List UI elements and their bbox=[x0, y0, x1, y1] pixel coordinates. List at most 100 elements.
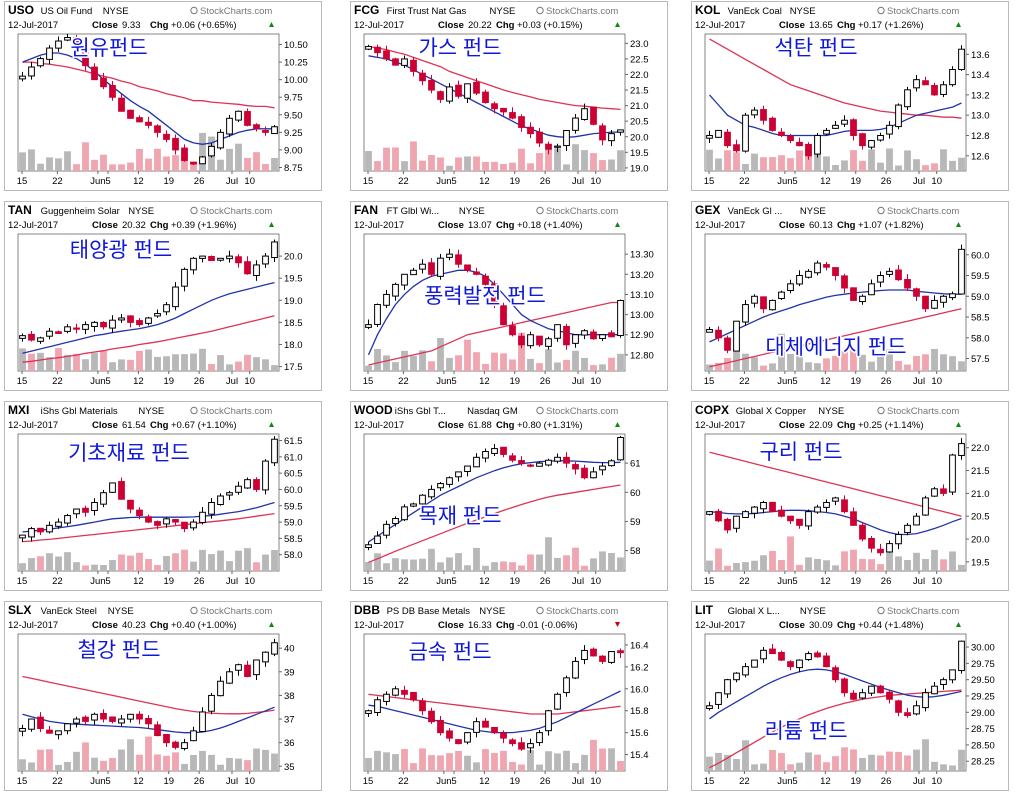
price-candles bbox=[365, 44, 624, 155]
candle bbox=[163, 734, 170, 747]
candle-body bbox=[127, 499, 134, 510]
candle bbox=[163, 130, 170, 143]
candle-body bbox=[163, 133, 170, 140]
volume-bar bbox=[136, 754, 143, 771]
x-tick-label: Jun bbox=[436, 776, 451, 787]
candle bbox=[715, 691, 722, 710]
candle-body bbox=[895, 533, 902, 545]
candle-body bbox=[482, 720, 489, 728]
candle bbox=[563, 675, 570, 697]
candle-body bbox=[217, 131, 224, 149]
chart-panel-lit: LIT Global X L... NYSE StockCharts.com 12-Ju… bbox=[691, 601, 1009, 791]
volume-bar bbox=[859, 160, 866, 171]
volume-bar bbox=[751, 560, 758, 571]
candle bbox=[859, 294, 866, 305]
candle-body bbox=[877, 685, 884, 694]
candle bbox=[895, 264, 902, 281]
candle bbox=[64, 33, 71, 42]
volume-bar bbox=[365, 151, 372, 171]
candle-body bbox=[410, 503, 417, 507]
ticker-symbol: USO bbox=[8, 3, 34, 17]
y-tick-label: 17.5 bbox=[284, 362, 303, 373]
volume-bar bbox=[73, 353, 80, 371]
close-label: Close bbox=[92, 420, 118, 431]
y-tick-label: 13.10 bbox=[630, 290, 654, 301]
volume-bar bbox=[208, 754, 215, 771]
candle-body bbox=[28, 66, 35, 77]
volume-bar bbox=[244, 548, 251, 571]
x-tick-label: 12 bbox=[820, 376, 831, 387]
volume-bar bbox=[733, 348, 740, 371]
candle-body bbox=[82, 324, 89, 330]
candle bbox=[410, 691, 417, 702]
volume-bar bbox=[464, 755, 471, 771]
watermark-icon bbox=[190, 406, 198, 415]
candle bbox=[814, 504, 821, 514]
candle-body bbox=[455, 84, 462, 97]
candle bbox=[419, 698, 426, 716]
candle-body bbox=[374, 46, 381, 54]
volume-bar bbox=[55, 764, 62, 771]
candle bbox=[91, 712, 98, 725]
volume-bar bbox=[271, 365, 278, 371]
candle bbox=[545, 709, 552, 736]
volume-bar bbox=[383, 147, 390, 171]
volume-bar bbox=[850, 150, 857, 171]
volume-bar bbox=[253, 562, 260, 571]
candle bbox=[491, 726, 498, 735]
candle-body bbox=[464, 264, 471, 271]
candle bbox=[572, 334, 579, 348]
volume-bar bbox=[244, 354, 251, 371]
chart-panel-gex: GEX VanEck Gl ... NYSE StockCharts.com 12-Ju… bbox=[691, 201, 1009, 391]
y-tick-label: 9.25 bbox=[284, 128, 303, 139]
watermark-icon bbox=[536, 406, 544, 415]
volume-bar bbox=[37, 749, 44, 771]
candle-body bbox=[787, 515, 794, 522]
close-value: 61.54 bbox=[122, 420, 146, 431]
volume-bar bbox=[832, 355, 839, 371]
candle bbox=[617, 129, 624, 136]
close-label: Close bbox=[438, 20, 464, 31]
y-tick-label: 13.6 bbox=[971, 50, 990, 61]
volume-bar bbox=[271, 753, 278, 771]
candle bbox=[733, 515, 740, 533]
candle bbox=[581, 329, 588, 340]
candle-body bbox=[769, 117, 776, 131]
candle bbox=[787, 133, 794, 144]
volume-bar bbox=[706, 756, 713, 771]
candle-body bbox=[617, 299, 624, 337]
x-tick-label: 19 bbox=[850, 176, 861, 187]
candle bbox=[91, 498, 98, 516]
candle bbox=[172, 740, 179, 750]
candle bbox=[958, 244, 965, 295]
volume-bar bbox=[109, 362, 116, 371]
candle-body bbox=[383, 523, 390, 536]
volume-bar bbox=[778, 753, 785, 771]
candle bbox=[886, 540, 893, 553]
candle bbox=[832, 665, 839, 683]
candle-body bbox=[410, 269, 417, 276]
candle bbox=[545, 141, 552, 155]
triangle-up-icon bbox=[956, 422, 961, 427]
volume-bar bbox=[437, 337, 444, 371]
volume-bar bbox=[931, 761, 938, 771]
volume-bar bbox=[518, 148, 525, 171]
candle-body bbox=[958, 248, 965, 295]
candle-body bbox=[940, 679, 947, 685]
candle-body bbox=[482, 450, 489, 459]
watermark: StockCharts.com bbox=[887, 206, 959, 217]
candle bbox=[742, 662, 749, 678]
candle bbox=[841, 115, 848, 128]
chart-panel-mxi: MXI iShs Gbl Materials NYSE StockCharts.com… bbox=[4, 401, 322, 591]
candle-body bbox=[253, 264, 260, 277]
x-tick-label: 26 bbox=[540, 176, 551, 187]
candle-body bbox=[608, 133, 615, 142]
overlay-title: 목재 펀드 bbox=[418, 505, 501, 528]
candle bbox=[419, 494, 426, 509]
x-tick-label: 15 bbox=[704, 776, 715, 787]
candle bbox=[724, 517, 731, 534]
candle bbox=[73, 34, 80, 56]
y-tick-label: 15.8 bbox=[630, 706, 649, 717]
candle bbox=[244, 256, 251, 275]
candle-body bbox=[787, 283, 794, 292]
